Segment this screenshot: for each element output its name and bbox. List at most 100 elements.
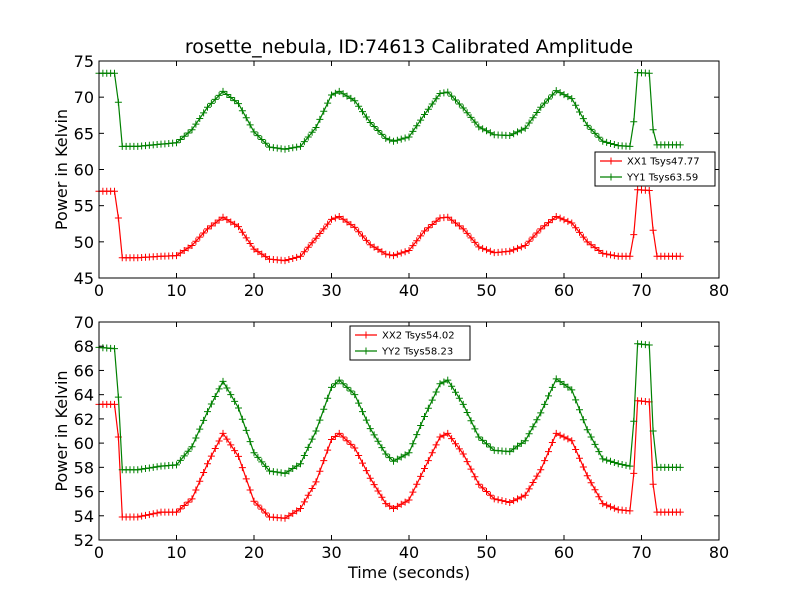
- data-point-marker: [510, 497, 518, 505]
- data-point-marker: [417, 116, 425, 124]
- data-point-marker: [277, 469, 285, 477]
- data-point-marker: [207, 222, 215, 230]
- data-point-marker: [219, 87, 227, 95]
- data-point-marker: [316, 115, 324, 123]
- data-point-marker: [142, 465, 149, 473]
- data-point-marker: [204, 408, 211, 416]
- data-point-marker: [262, 139, 270, 147]
- data-point-marker: [444, 88, 452, 96]
- data-point-marker: [587, 125, 595, 133]
- data-point-marker: [289, 254, 297, 262]
- data-point-marker: [486, 491, 494, 499]
- data-point-marker: [145, 511, 153, 519]
- data-point-marker: [355, 228, 363, 236]
- data-point-marker: [227, 218, 235, 226]
- data-point-marker: [382, 450, 390, 458]
- data-point-marker: [188, 241, 196, 249]
- data-point-marker: [359, 408, 366, 416]
- data-point-marker: [289, 509, 297, 517]
- data-point-marker: [293, 507, 301, 515]
- data-point-marker: [614, 460, 622, 468]
- data-point-marker: [421, 227, 428, 235]
- data-point-marker: [490, 495, 498, 503]
- x-tick-label: 50: [476, 543, 496, 562]
- data-point-marker: [444, 213, 452, 221]
- data-point-marker: [382, 500, 390, 508]
- data-point-marker: [149, 463, 157, 471]
- data-point-marker: [219, 377, 227, 385]
- data-point-marker: [246, 121, 254, 129]
- data-point-marker: [254, 501, 262, 509]
- data-point-marker: [281, 514, 289, 522]
- data-point-marker: [281, 469, 289, 477]
- data-point-marker: [510, 246, 518, 254]
- data-point-marker: [192, 120, 200, 128]
- data-point-marker: [568, 95, 576, 103]
- data-point-marker: [405, 449, 413, 457]
- data-point-marker: [483, 488, 490, 496]
- data-point-marker: [545, 219, 552, 227]
- data-point-marker: [428, 220, 436, 228]
- data-point-marker: [471, 473, 479, 481]
- legend-entry: YY2 Tsys58.23: [381, 347, 453, 358]
- data-point-marker: [289, 144, 297, 152]
- data-point-marker: [293, 143, 301, 151]
- data-point-marker: [514, 442, 521, 450]
- data-point-marker: [556, 214, 564, 222]
- data-point-marker: [676, 508, 684, 516]
- data-point-marker: [304, 243, 312, 251]
- data-point-marker: [421, 412, 428, 420]
- data-point-marker: [153, 509, 161, 517]
- data-point-marker: [250, 449, 258, 457]
- x-tick-label: 80: [709, 281, 729, 300]
- bottom-plot-panel: 0 10 20 30 40 50 60 70 80 52 54 56 58 60 62 64 66 68 70 Pow…: [52, 313, 729, 582]
- data-point-marker: [382, 250, 390, 258]
- data-point-marker: [440, 378, 448, 386]
- data-point-marker: [452, 440, 459, 448]
- data-point-marker: [347, 94, 355, 102]
- data-point-marker: [324, 220, 332, 228]
- data-point-marker: [517, 439, 525, 447]
- data-point-marker: [355, 102, 363, 110]
- y-tick-label: 65: [74, 124, 94, 143]
- data-point-marker: [188, 443, 196, 451]
- data-point-marker: [235, 100, 242, 108]
- data-point-marker: [308, 435, 316, 443]
- data-point-marker: [297, 460, 304, 468]
- y-tick-label: 70: [74, 88, 94, 107]
- data-point-marker: [262, 462, 270, 470]
- data-point-marker: [273, 468, 281, 476]
- data-point-marker: [560, 216, 568, 224]
- data-point-marker: [145, 464, 153, 472]
- data-point-marker: [223, 435, 231, 443]
- x-tick-label: 10: [166, 543, 186, 562]
- data-point-marker: [273, 144, 281, 152]
- data-point-marker: [436, 380, 444, 388]
- y-tick-label: 68: [74, 337, 94, 356]
- data-point-marker: [196, 115, 204, 123]
- top-legend: XX1 Tsys47.77 YY1 Tsys63.59: [594, 151, 716, 187]
- data-point-marker: [552, 375, 560, 383]
- data-point-marker: [343, 92, 351, 100]
- data-point-marker: [328, 435, 335, 443]
- data-point-marker: [533, 229, 541, 237]
- data-point-marker: [188, 126, 196, 134]
- data-point-marker: [622, 461, 630, 469]
- data-point-marker: [537, 225, 545, 233]
- data-point-marker: [541, 400, 549, 408]
- data-point-marker: [184, 129, 192, 137]
- data-point-marker: [607, 251, 614, 259]
- data-point-marker: [455, 445, 463, 453]
- data-point-marker: [238, 107, 246, 115]
- data-point-marker: [324, 446, 332, 454]
- data-point-marker: [471, 118, 479, 126]
- data-point-marker: [304, 491, 312, 499]
- data-point-marker: [223, 216, 231, 224]
- data-point-marker: [258, 250, 266, 258]
- data-point-marker: [649, 126, 657, 134]
- bottom-series-line-yy2: [98, 343, 681, 475]
- data-point-marker: [266, 143, 273, 151]
- data-point-marker: [529, 233, 537, 241]
- data-point-marker: [587, 241, 595, 249]
- data-point-marker: [591, 486, 599, 494]
